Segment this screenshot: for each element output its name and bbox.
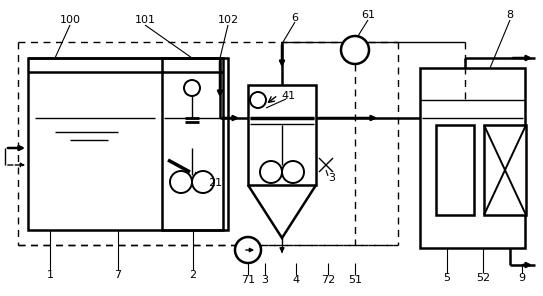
Text: 1: 1 [47, 270, 54, 280]
Text: 71: 71 [241, 275, 255, 285]
Circle shape [192, 171, 214, 193]
Text: 4: 4 [293, 275, 300, 285]
Text: 61: 61 [361, 10, 375, 20]
Circle shape [235, 237, 261, 263]
Bar [484, 125, 526, 215]
Text: 5: 5 [444, 273, 451, 283]
Circle shape [282, 161, 304, 183]
Text: 3: 3 [262, 275, 268, 285]
Text: 21: 21 [208, 178, 222, 188]
Text: 2: 2 [190, 270, 197, 280]
Text: 9: 9 [519, 273, 526, 283]
Bar [162, 58, 228, 230]
Text: 101: 101 [135, 15, 155, 25]
Text: 51: 51 [348, 275, 362, 285]
Circle shape [184, 80, 200, 96]
Bar [28, 58, 223, 230]
Text: 41: 41 [281, 91, 295, 101]
Bar [436, 125, 474, 215]
Text: 6: 6 [292, 13, 299, 23]
Bar [420, 68, 525, 248]
Text: 3: 3 [329, 173, 336, 183]
Text: 100: 100 [60, 15, 80, 25]
Circle shape [341, 36, 369, 64]
Text: 102: 102 [217, 15, 238, 25]
Text: 72: 72 [321, 275, 335, 285]
Circle shape [170, 171, 192, 193]
Text: 8: 8 [507, 10, 514, 20]
Circle shape [250, 92, 266, 108]
Bar [248, 85, 316, 185]
Text: 52: 52 [476, 273, 490, 283]
Text: 7: 7 [115, 270, 122, 280]
Circle shape [260, 161, 282, 183]
